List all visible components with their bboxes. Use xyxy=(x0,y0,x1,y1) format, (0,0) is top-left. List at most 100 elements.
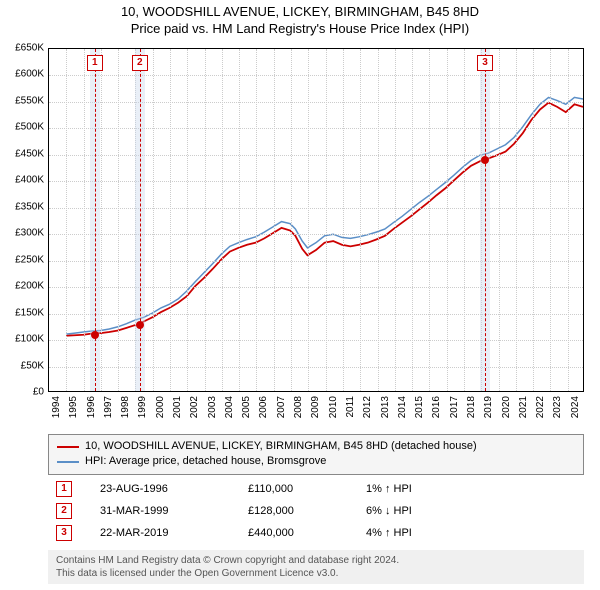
gridline-vertical xyxy=(170,49,171,391)
sale-hpi-delta: 1% ↑ HPI xyxy=(366,483,486,495)
sale-price: £110,000 xyxy=(248,483,338,495)
gridline-vertical xyxy=(118,49,119,391)
gridline-vertical xyxy=(256,49,257,391)
gridline-vertical xyxy=(187,49,188,391)
x-tick-label: 1996 xyxy=(86,396,97,418)
sale-date: 31-MAR-1999 xyxy=(100,505,220,517)
sales-table: 1 23-AUG-1996 £110,000 1% ↑ HPI 2 31-MAR-1999… xyxy=(48,478,584,544)
gridline-horizontal xyxy=(49,128,583,129)
gridline-horizontal xyxy=(49,367,583,368)
y-tick-label: £100K xyxy=(15,334,44,345)
sale-dot xyxy=(136,321,144,329)
gridline-vertical xyxy=(343,49,344,391)
title-line-1: 10, WOODSHILL AVENUE, LICKEY, BIRMINGHAM… xyxy=(0,4,600,21)
gridline-horizontal xyxy=(49,102,583,103)
y-tick-label: £450K xyxy=(15,148,44,159)
sale-dashed-line xyxy=(140,49,141,391)
y-tick-label: £150K xyxy=(15,307,44,318)
x-tick-label: 1998 xyxy=(120,396,131,418)
gridline-vertical xyxy=(412,49,413,391)
x-tick-label: 2017 xyxy=(449,396,460,418)
legend-row: 10, WOODSHILL AVENUE, LICKEY, BIRMINGHAM… xyxy=(57,439,575,454)
sale-dashed-line xyxy=(95,49,96,391)
y-tick-label: £350K xyxy=(15,201,44,212)
y-tick-label: £550K xyxy=(15,95,44,106)
title-block: 10, WOODSHILL AVENUE, LICKEY, BIRMINGHAM… xyxy=(0,0,600,38)
sale-price: £128,000 xyxy=(248,505,338,517)
x-tick-label: 2009 xyxy=(310,396,321,418)
gridline-horizontal xyxy=(49,155,583,156)
x-tick-label: 2023 xyxy=(552,396,563,418)
y-tick-label: £600K xyxy=(15,69,44,80)
x-tick-label: 2005 xyxy=(241,396,252,418)
legend-label: HPI: Average price, detached house, Brom… xyxy=(85,454,326,469)
chart-container: 10, WOODSHILL AVENUE, LICKEY, BIRMINGHAM… xyxy=(0,0,600,590)
x-tick-label: 2010 xyxy=(328,396,339,418)
x-tick-label: 2008 xyxy=(293,396,304,418)
x-tick-label: 1997 xyxy=(103,396,114,418)
legend-swatch xyxy=(57,446,79,448)
x-tick-label: 1995 xyxy=(68,396,79,418)
gridline-vertical xyxy=(568,49,569,391)
y-tick-label: £250K xyxy=(15,254,44,265)
sale-price: £440,000 xyxy=(248,527,338,539)
gridline-vertical xyxy=(533,49,534,391)
sale-index-box: 2 xyxy=(56,503,72,519)
x-tick-label: 2022 xyxy=(535,396,546,418)
gridline-vertical xyxy=(84,49,85,391)
sale-date: 23-AUG-1996 xyxy=(100,483,220,495)
gridline-horizontal xyxy=(49,287,583,288)
title-line-2: Price paid vs. HM Land Registry's House … xyxy=(0,21,600,38)
x-tick-label: 2020 xyxy=(501,396,512,418)
gridline-vertical xyxy=(274,49,275,391)
x-tick-label: 2003 xyxy=(207,396,218,418)
gridline-vertical xyxy=(378,49,379,391)
x-tick-label: 2021 xyxy=(518,396,529,418)
gridline-vertical xyxy=(239,49,240,391)
y-tick-label: £300K xyxy=(15,228,44,239)
sale-hpi-delta: 4% ↑ HPI xyxy=(366,527,486,539)
y-tick-label: £400K xyxy=(15,175,44,186)
gridline-vertical xyxy=(395,49,396,391)
x-tick-label: 1994 xyxy=(51,396,62,418)
x-tick-label: 2007 xyxy=(276,396,287,418)
sale-dashed-line xyxy=(485,49,486,391)
plot-area: 123 xyxy=(48,48,584,392)
gridline-horizontal xyxy=(49,340,583,341)
gridline-vertical xyxy=(429,49,430,391)
y-tick-label: £650K xyxy=(15,43,44,54)
sales-row: 3 22-MAR-2019 £440,000 4% ↑ HPI xyxy=(48,522,584,544)
legend-label: 10, WOODSHILL AVENUE, LICKEY, BIRMINGHAM… xyxy=(85,439,477,454)
y-tick-label: £200K xyxy=(15,281,44,292)
gridline-vertical xyxy=(499,49,500,391)
gridline-vertical xyxy=(101,49,102,391)
x-tick-label: 2019 xyxy=(483,396,494,418)
gridline-vertical xyxy=(447,49,448,391)
sales-row: 231-MAR-1999£128,0006% ↓ HPI xyxy=(48,500,584,522)
gridline-vertical xyxy=(291,49,292,391)
gridline-horizontal xyxy=(49,208,583,209)
gridline-horizontal xyxy=(49,234,583,235)
x-tick-label: 2004 xyxy=(224,396,235,418)
x-tick-label: 2011 xyxy=(345,396,356,418)
x-tick-label: 2006 xyxy=(258,396,269,418)
legend: 10, WOODSHILL AVENUE, LICKEY, BIRMINGHAM… xyxy=(48,434,584,475)
sale-marker-square: 3 xyxy=(477,55,493,71)
sale-index-box: 1 xyxy=(56,481,72,497)
gridline-horizontal xyxy=(49,75,583,76)
sale-index-box: 3 xyxy=(56,525,72,541)
x-tick-label: 2015 xyxy=(414,396,425,418)
x-tick-label: 1999 xyxy=(137,396,148,418)
footer-attribution: Contains HM Land Registry data © Crown c… xyxy=(48,550,584,584)
y-tick-label: £50K xyxy=(21,360,44,371)
gridline-vertical xyxy=(222,49,223,391)
gridline-vertical xyxy=(550,49,551,391)
sale-date: 22-MAR-2019 xyxy=(100,527,220,539)
gridline-horizontal xyxy=(49,314,583,315)
legend-row: HPI: Average price, detached house, Brom… xyxy=(57,454,575,469)
gridline-vertical xyxy=(464,49,465,391)
x-tick-label: 2012 xyxy=(362,396,373,418)
x-tick-label: 2013 xyxy=(380,396,391,418)
gridline-horizontal xyxy=(49,261,583,262)
gridline-vertical xyxy=(308,49,309,391)
